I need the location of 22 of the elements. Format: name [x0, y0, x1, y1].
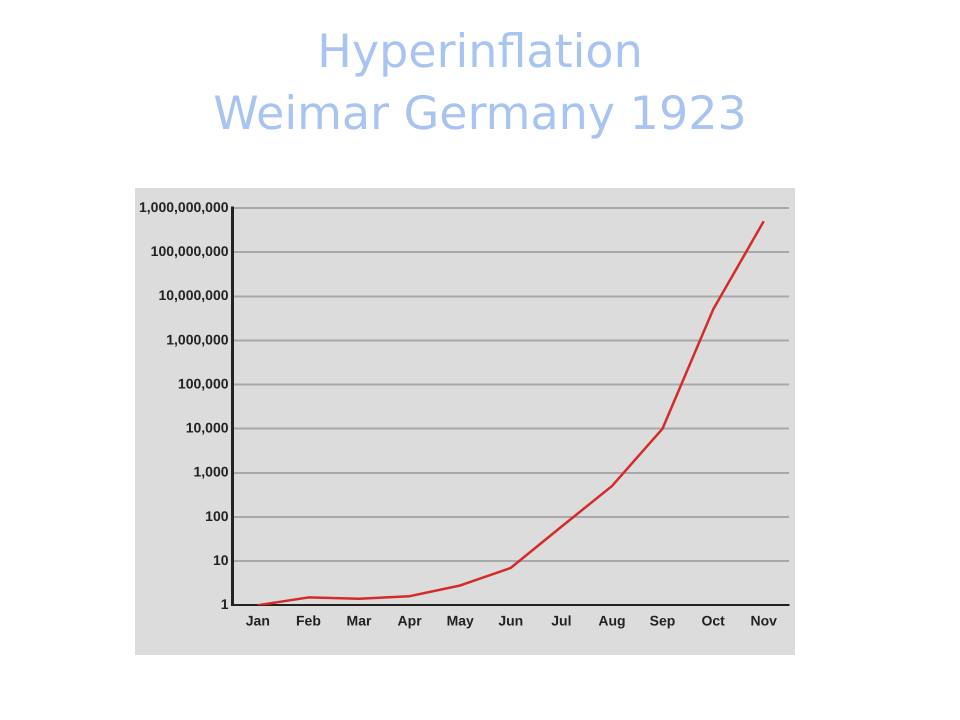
x-tick-label: Mar [346, 612, 372, 628]
x-tick-label: May [446, 612, 474, 628]
y-tick-label: 1,000 [193, 464, 229, 480]
y-tick-label: 10,000 [186, 420, 229, 436]
x-tick-label: Feb [296, 612, 321, 628]
x-tick-label: Jan [246, 612, 270, 628]
x-tick-label: Aug [598, 612, 626, 628]
x-tick-label: Jun [498, 612, 524, 628]
y-tick-label: 1 [220, 596, 229, 612]
y-tick-label: 10,000,000 [158, 287, 229, 304]
y-tick-label: 100,000,000 [150, 242, 229, 259]
y-tick-label: 1,000,000 [166, 331, 229, 348]
x-tick-label: Apr [398, 612, 422, 628]
x-tick-label: Oct [701, 612, 726, 628]
y-tick-label: 10 [212, 552, 229, 568]
x-tick-label: Nov [750, 612, 778, 628]
chart-title: Hyperinflation Weimar Germany 1923 [212, 23, 748, 142]
x-tick-label: Sep [650, 612, 676, 628]
x-tick-label: Jul [551, 612, 572, 628]
y-tick-label: 1,000,000,000 [139, 198, 229, 215]
y-tick-label: 100 [205, 508, 229, 524]
y-tick-label: 100,000 [178, 375, 229, 392]
